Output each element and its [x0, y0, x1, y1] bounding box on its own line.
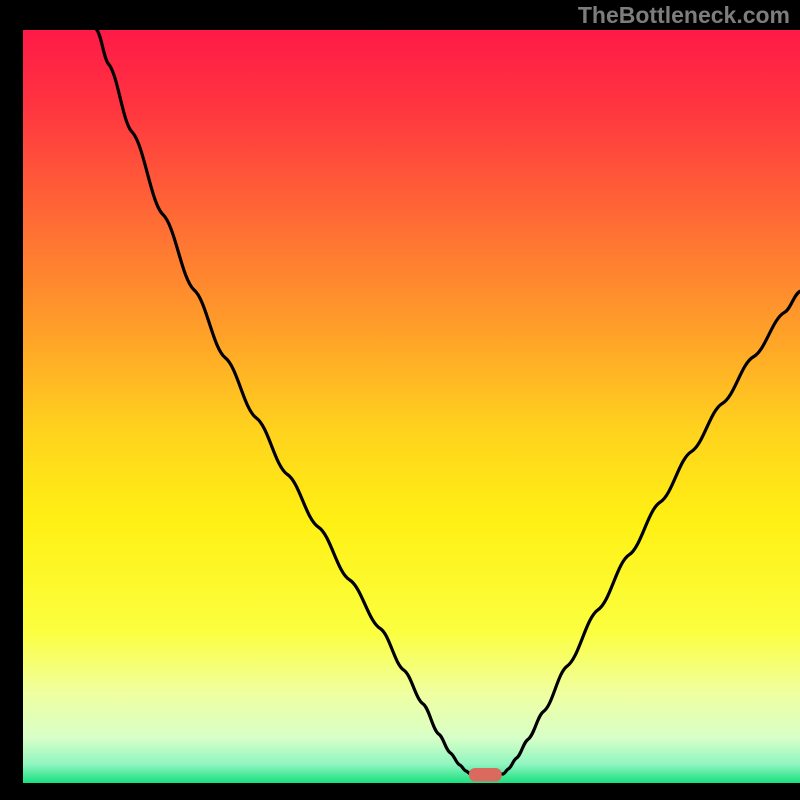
bottleneck-chart [0, 0, 800, 800]
chart-container: TheBottleneck.com [0, 0, 800, 800]
optimum-marker [469, 768, 502, 782]
attribution-text: TheBottleneck.com [578, 0, 800, 29]
